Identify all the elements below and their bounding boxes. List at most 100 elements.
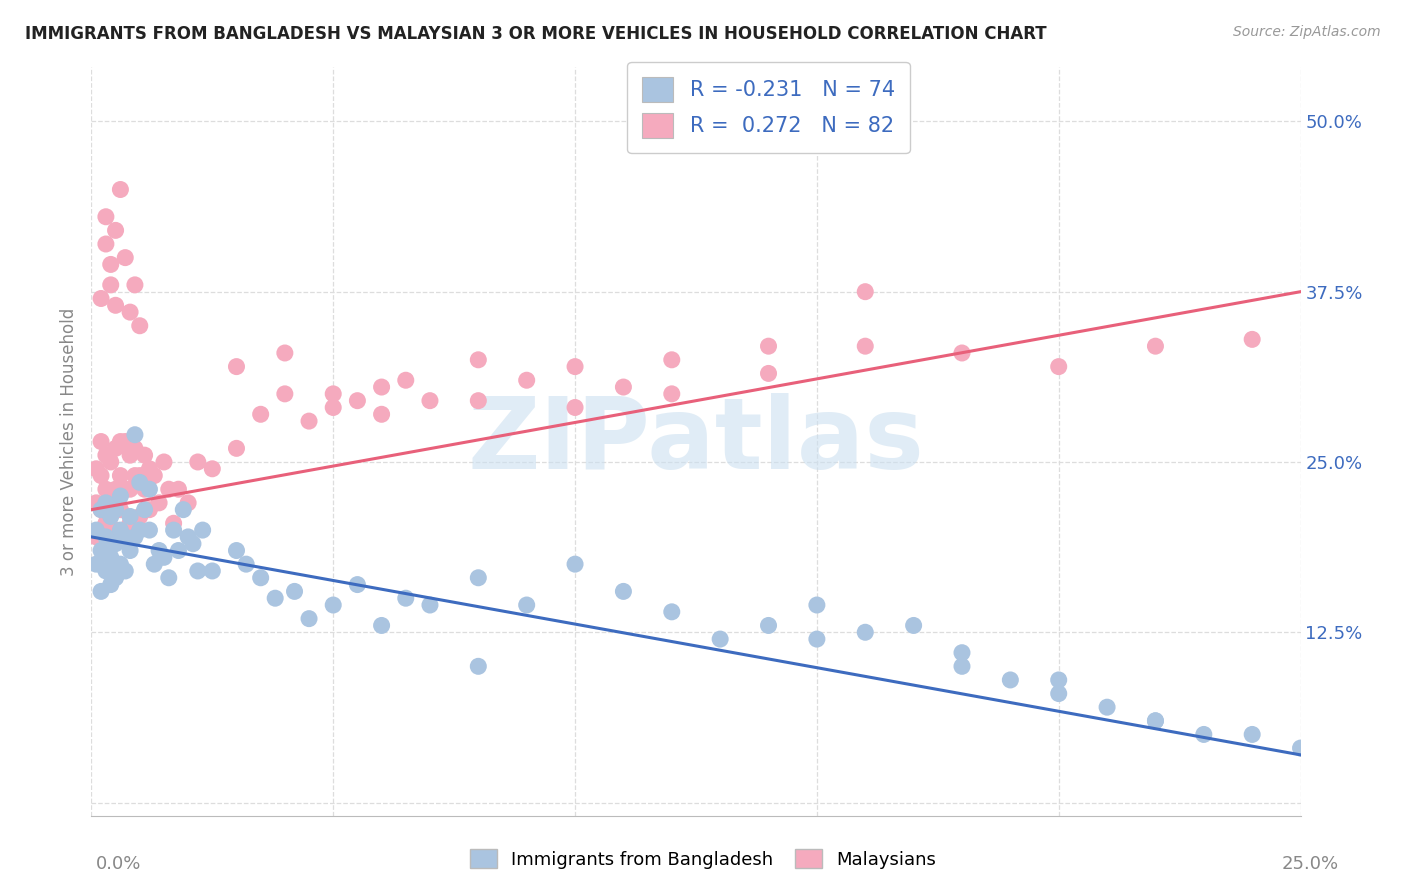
Point [120, 516, 142, 531]
Point [516, 373, 538, 387]
Point [187, 455, 209, 469]
Point [1144, 714, 1167, 728]
Point [94, 210, 117, 224]
Point [100, 257, 122, 271]
Point [153, 550, 176, 565]
Point [298, 414, 321, 428]
Point [758, 339, 780, 353]
Point [419, 393, 441, 408]
Point [84, 523, 107, 537]
Point [120, 543, 142, 558]
Text: 0.0%: 0.0% [96, 855, 141, 872]
Point [1241, 727, 1264, 741]
Point [110, 502, 132, 516]
Point [322, 401, 344, 415]
Point [138, 523, 160, 537]
Point [322, 598, 344, 612]
Point [90, 434, 112, 449]
Point [950, 659, 973, 673]
Legend: R = -0.231   N = 74, R =  0.272   N = 82: R = -0.231 N = 74, R = 0.272 N = 82 [627, 62, 910, 153]
Point [104, 442, 127, 456]
Point [419, 598, 441, 612]
Point [124, 468, 146, 483]
Text: 25.0%: 25.0% [1281, 855, 1339, 872]
Point [128, 475, 150, 490]
Point [153, 455, 176, 469]
Point [148, 496, 170, 510]
Point [124, 427, 146, 442]
Point [143, 468, 166, 483]
Point [134, 482, 156, 496]
Point [1144, 339, 1167, 353]
Point [124, 530, 146, 544]
Point [225, 543, 247, 558]
Point [134, 502, 156, 516]
Point [1047, 673, 1070, 687]
Point [110, 434, 132, 449]
Point [104, 298, 127, 312]
Point [249, 571, 271, 585]
Point [120, 448, 142, 462]
Point [758, 618, 780, 632]
Point [104, 537, 127, 551]
Point [114, 251, 136, 265]
Point [100, 509, 122, 524]
Point [114, 523, 136, 537]
Point [90, 502, 112, 516]
Point [114, 564, 136, 578]
Point [94, 516, 117, 531]
Point [138, 462, 160, 476]
Point [94, 237, 117, 252]
Point [120, 509, 142, 524]
Point [100, 489, 122, 503]
Point [148, 543, 170, 558]
Point [104, 482, 127, 496]
Point [201, 462, 224, 476]
Point [1289, 741, 1312, 756]
Point [370, 618, 392, 632]
Point [467, 659, 489, 673]
Point [100, 277, 122, 292]
Point [84, 530, 107, 544]
Point [84, 462, 107, 476]
Point [395, 373, 418, 387]
Point [181, 537, 204, 551]
Point [138, 482, 160, 496]
Point [114, 434, 136, 449]
Point [467, 393, 489, 408]
Point [950, 646, 973, 660]
Point [94, 482, 117, 496]
Point [564, 359, 586, 374]
Point [100, 577, 122, 591]
Point [114, 530, 136, 544]
Point [564, 557, 586, 571]
Point [806, 632, 828, 646]
Point [167, 482, 190, 496]
Point [94, 530, 117, 544]
Point [661, 352, 683, 367]
Point [100, 523, 122, 537]
Point [90, 468, 112, 483]
Point [104, 523, 127, 537]
Point [346, 577, 368, 591]
Point [110, 489, 132, 503]
Point [90, 502, 112, 516]
Point [177, 530, 200, 544]
Point [94, 448, 117, 462]
Point [395, 591, 418, 606]
Point [1095, 700, 1118, 714]
Point [1000, 673, 1022, 687]
Legend: Immigrants from Bangladesh, Malaysians: Immigrants from Bangladesh, Malaysians [463, 841, 943, 876]
Text: IMMIGRANTS FROM BANGLADESH VS MALAYSIAN 3 OR MORE VEHICLES IN HOUSEHOLD CORRELAT: IMMIGRANTS FROM BANGLADESH VS MALAYSIAN … [25, 25, 1047, 43]
Point [84, 557, 107, 571]
Point [235, 557, 257, 571]
Point [853, 285, 876, 299]
Point [661, 605, 683, 619]
Text: ZIPatlas: ZIPatlas [468, 393, 924, 490]
Point [467, 352, 489, 367]
Point [110, 523, 132, 537]
Point [104, 571, 127, 585]
Point [298, 612, 321, 626]
Point [167, 543, 190, 558]
Point [177, 496, 200, 510]
